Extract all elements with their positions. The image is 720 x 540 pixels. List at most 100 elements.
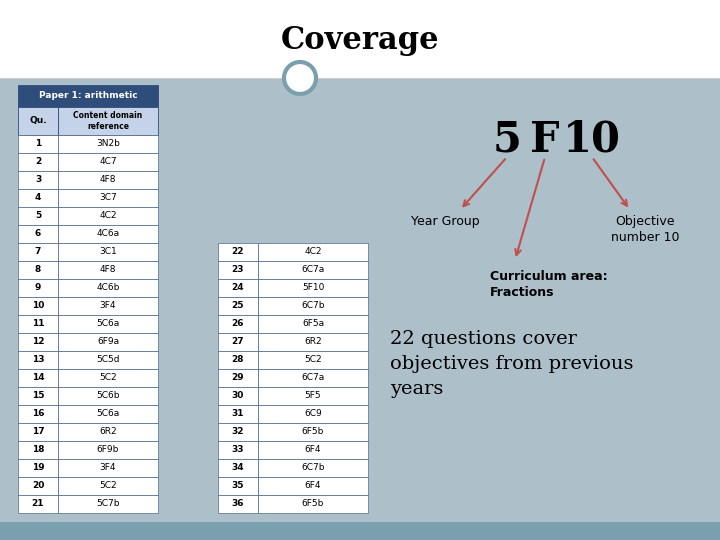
Text: 36: 36 — [232, 500, 244, 509]
Text: 5: 5 — [35, 212, 41, 220]
Bar — [0, 78, 720, 522]
Text: 6F5a: 6F5a — [302, 320, 324, 328]
Text: 6F4: 6F4 — [305, 446, 321, 455]
Bar — [218, 459, 258, 477]
Text: 26: 26 — [232, 320, 244, 328]
Bar — [58, 387, 158, 405]
Text: 29: 29 — [232, 374, 244, 382]
Bar — [18, 405, 58, 423]
Text: Objective
number 10: Objective number 10 — [611, 215, 679, 244]
Bar — [258, 441, 368, 459]
Text: 18: 18 — [32, 446, 44, 455]
Text: 9: 9 — [35, 284, 41, 293]
Text: 5C6a: 5C6a — [96, 409, 120, 418]
Text: 4C6a: 4C6a — [96, 230, 120, 239]
Bar — [258, 315, 368, 333]
Text: 4F8: 4F8 — [100, 176, 116, 185]
Text: 30: 30 — [232, 392, 244, 401]
Text: 27: 27 — [232, 338, 244, 347]
Text: Coverage: Coverage — [281, 24, 439, 56]
Bar — [58, 405, 158, 423]
Bar — [58, 333, 158, 351]
Text: 31: 31 — [232, 409, 244, 418]
Text: 21: 21 — [32, 500, 44, 509]
Text: 4C7: 4C7 — [99, 158, 117, 166]
Bar — [258, 333, 368, 351]
Bar — [58, 423, 158, 441]
Text: 4C6b: 4C6b — [96, 284, 120, 293]
Bar — [58, 495, 158, 513]
Text: 4F8: 4F8 — [100, 266, 116, 274]
Text: 6F9a: 6F9a — [97, 338, 119, 347]
Text: Content domain
reference: Content domain reference — [73, 111, 143, 131]
Text: 4C2: 4C2 — [305, 247, 322, 256]
Bar — [218, 243, 258, 261]
Bar — [58, 315, 158, 333]
Text: 10: 10 — [563, 119, 621, 161]
Bar — [58, 477, 158, 495]
Text: F: F — [530, 119, 559, 161]
Text: 6C7a: 6C7a — [302, 374, 325, 382]
Text: 32: 32 — [232, 428, 244, 436]
Bar — [58, 135, 158, 153]
Text: 5F5: 5F5 — [305, 392, 321, 401]
Text: 5C6b: 5C6b — [96, 392, 120, 401]
Text: 24: 24 — [232, 284, 244, 293]
Text: 17: 17 — [32, 428, 45, 436]
Bar — [258, 405, 368, 423]
Text: 5C6a: 5C6a — [96, 320, 120, 328]
Text: 7: 7 — [35, 247, 41, 256]
Text: 10: 10 — [32, 301, 44, 310]
Bar — [58, 459, 158, 477]
Bar — [218, 261, 258, 279]
Text: Year Group: Year Group — [410, 215, 480, 228]
Text: 15: 15 — [32, 392, 44, 401]
Bar — [18, 189, 58, 207]
Text: Paper 1: arithmetic: Paper 1: arithmetic — [39, 91, 138, 100]
Bar — [18, 225, 58, 243]
Bar — [18, 315, 58, 333]
Bar — [58, 369, 158, 387]
Bar — [218, 405, 258, 423]
Text: 3C1: 3C1 — [99, 247, 117, 256]
Bar — [18, 333, 58, 351]
Text: 2: 2 — [35, 158, 41, 166]
Text: 6F9b: 6F9b — [96, 446, 120, 455]
Text: 5C5d: 5C5d — [96, 355, 120, 364]
Bar — [258, 279, 368, 297]
Text: 22 questions cover
objectives from previous
years: 22 questions cover objectives from previ… — [390, 330, 634, 398]
Text: 3F4: 3F4 — [100, 301, 116, 310]
Bar — [58, 441, 158, 459]
Text: 28: 28 — [232, 355, 244, 364]
Text: 14: 14 — [32, 374, 45, 382]
Bar — [218, 333, 258, 351]
Text: 6C7a: 6C7a — [302, 266, 325, 274]
Bar — [18, 477, 58, 495]
Text: 4: 4 — [35, 193, 41, 202]
Bar — [258, 423, 368, 441]
Text: 20: 20 — [32, 482, 44, 490]
Text: 12: 12 — [32, 338, 44, 347]
Bar — [58, 107, 158, 135]
Bar — [18, 459, 58, 477]
Text: Qu.: Qu. — [30, 117, 47, 125]
Bar — [18, 85, 158, 107]
Bar — [218, 369, 258, 387]
Text: 5C2: 5C2 — [304, 355, 322, 364]
Text: 19: 19 — [32, 463, 45, 472]
Text: 8: 8 — [35, 266, 41, 274]
Bar — [218, 351, 258, 369]
Text: 22: 22 — [232, 247, 244, 256]
Text: 5C2: 5C2 — [99, 374, 117, 382]
Text: 5C7b: 5C7b — [96, 500, 120, 509]
Bar — [0, 522, 720, 540]
Bar — [18, 351, 58, 369]
Bar — [18, 495, 58, 513]
Text: 6C9: 6C9 — [304, 409, 322, 418]
Text: Curriculum area:
Fractions: Curriculum area: Fractions — [490, 270, 608, 299]
Text: 6R2: 6R2 — [304, 338, 322, 347]
Bar — [58, 153, 158, 171]
Bar — [258, 351, 368, 369]
Text: 5: 5 — [492, 119, 521, 161]
Bar — [258, 261, 368, 279]
